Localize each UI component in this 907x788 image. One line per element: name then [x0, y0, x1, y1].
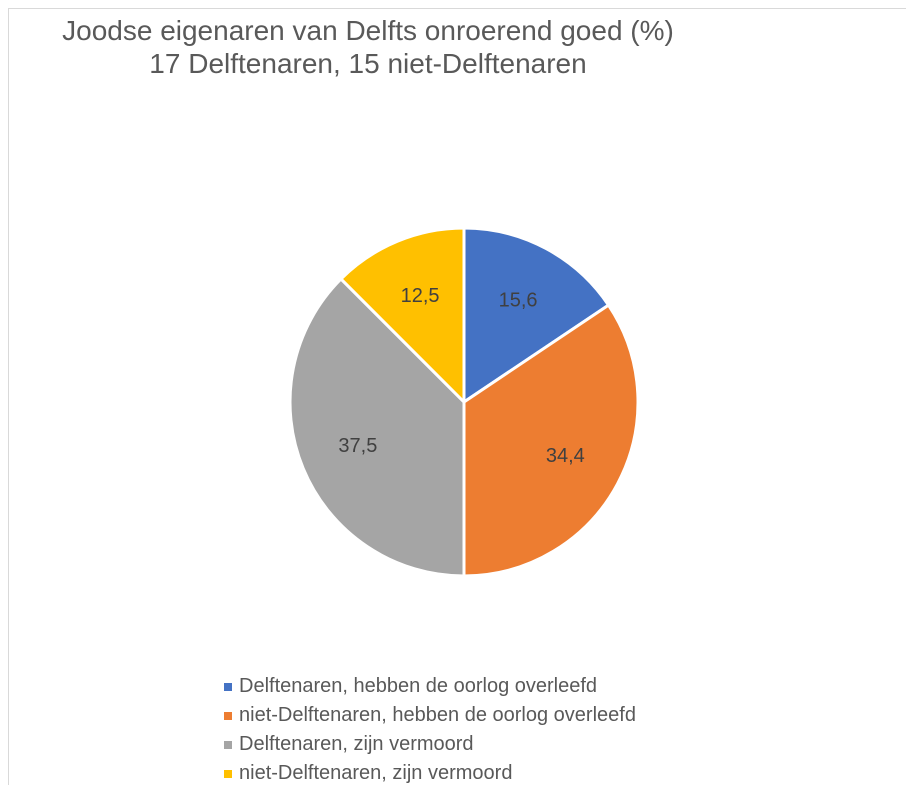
legend-label: Delftenaren, hebben de oorlog overleefd [239, 675, 598, 697]
legend-item: Delftenaren, hebben de oorlog overleefd [224, 672, 636, 701]
chart-subtitle: 17 Delftenaren, 15 niet-Delftenaren [149, 48, 587, 79]
legend-swatch [224, 769, 232, 778]
legend-item: niet-Delftenaren, hebben de oorlog overl… [224, 701, 636, 730]
pie-slice [462, 303, 640, 578]
legend-swatch [224, 682, 232, 691]
legend-item: niet-Delftenaren, zijn vermoord [224, 759, 636, 788]
legend-swatch [224, 711, 232, 720]
legend-label: Delftenaren, zijn vermoord [239, 733, 474, 755]
data-label: 15,6 [499, 290, 538, 312]
chart-title-line-1: Joodse eigenaren van Delfts onroerend go… [62, 15, 674, 46]
legend-item: Delftenaren, zijn vermoord [224, 730, 636, 759]
pie-slice [462, 226, 611, 404]
data-label: 34,4 [546, 445, 585, 467]
chart-title: Joodse eigenaren van Delfts onroerend go… [8, 14, 728, 80]
pie-slices [288, 226, 640, 578]
data-label: 37,5 [338, 435, 377, 457]
pie-slice [288, 277, 466, 578]
data-label: 12,5 [401, 285, 440, 307]
legend-swatch [224, 740, 232, 749]
legend-label: niet-Delftenaren, zijn vermoord [239, 762, 513, 784]
pie-slice [339, 226, 466, 404]
pie-data-labels: 15,6 34,4 37,5 12,5 [338, 285, 584, 467]
chart-legend: Delftenaren, hebben de oorlog overleefd n… [224, 672, 636, 788]
legend-label: niet-Delftenaren, hebben de oorlog overl… [239, 704, 636, 726]
